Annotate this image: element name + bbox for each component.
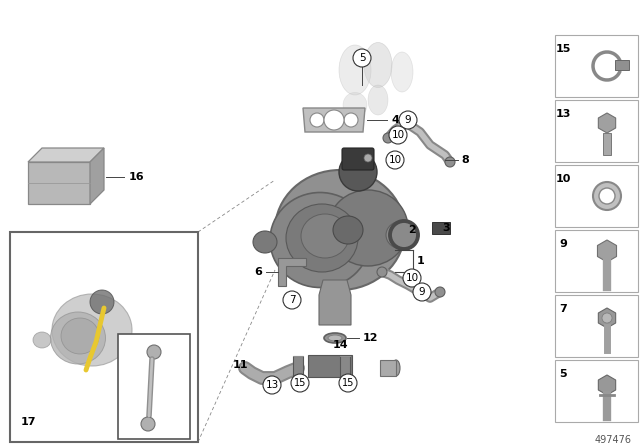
Text: 10: 10 xyxy=(392,130,404,140)
Ellipse shape xyxy=(392,360,400,376)
Ellipse shape xyxy=(339,153,377,191)
Text: 15: 15 xyxy=(294,378,306,388)
Circle shape xyxy=(399,111,417,129)
Text: 13: 13 xyxy=(266,380,278,390)
Bar xyxy=(432,222,450,234)
Bar xyxy=(555,230,638,292)
Text: 10: 10 xyxy=(405,273,419,283)
Text: 9: 9 xyxy=(559,239,567,249)
Text: 11: 11 xyxy=(232,360,248,370)
Circle shape xyxy=(435,287,445,297)
Text: 3: 3 xyxy=(442,223,450,233)
Circle shape xyxy=(339,374,357,392)
FancyBboxPatch shape xyxy=(342,148,374,170)
Ellipse shape xyxy=(339,45,371,95)
Text: 16: 16 xyxy=(128,172,144,182)
Text: 15: 15 xyxy=(556,44,571,54)
Bar xyxy=(615,60,629,70)
Bar xyxy=(555,360,638,422)
Ellipse shape xyxy=(275,170,405,290)
Text: 9: 9 xyxy=(419,287,426,297)
Circle shape xyxy=(386,151,404,169)
Ellipse shape xyxy=(270,193,370,288)
Circle shape xyxy=(263,376,281,394)
Text: 9: 9 xyxy=(404,115,412,125)
Ellipse shape xyxy=(333,216,363,244)
Text: 497476: 497476 xyxy=(595,435,632,445)
Circle shape xyxy=(310,113,324,127)
Circle shape xyxy=(445,157,455,167)
Ellipse shape xyxy=(386,221,418,249)
Text: 5: 5 xyxy=(559,369,567,379)
Circle shape xyxy=(291,374,309,392)
Circle shape xyxy=(283,291,301,309)
Bar xyxy=(340,356,350,380)
Ellipse shape xyxy=(52,294,132,366)
Ellipse shape xyxy=(253,231,277,253)
Circle shape xyxy=(147,345,161,359)
Ellipse shape xyxy=(90,290,114,314)
Circle shape xyxy=(364,154,372,162)
Bar xyxy=(118,334,190,439)
Text: 15: 15 xyxy=(342,378,354,388)
Text: 6: 6 xyxy=(254,267,262,277)
Circle shape xyxy=(353,49,371,67)
Ellipse shape xyxy=(368,85,388,115)
Circle shape xyxy=(403,269,421,287)
Circle shape xyxy=(383,133,393,143)
Bar xyxy=(380,360,396,376)
Circle shape xyxy=(599,188,615,204)
Text: 5: 5 xyxy=(358,53,365,63)
Circle shape xyxy=(413,283,431,301)
Ellipse shape xyxy=(328,190,408,266)
Circle shape xyxy=(377,267,387,277)
Text: 1: 1 xyxy=(417,256,425,266)
Bar xyxy=(555,35,638,97)
Text: 8: 8 xyxy=(461,155,469,165)
Text: 7: 7 xyxy=(559,304,567,314)
Bar xyxy=(603,133,611,155)
Polygon shape xyxy=(28,148,104,162)
Circle shape xyxy=(389,126,407,144)
Text: 12: 12 xyxy=(362,333,378,343)
Ellipse shape xyxy=(391,52,413,92)
Ellipse shape xyxy=(328,335,342,341)
Text: 10: 10 xyxy=(556,174,571,184)
Text: 10: 10 xyxy=(388,155,401,165)
Circle shape xyxy=(324,110,344,130)
Ellipse shape xyxy=(364,43,392,87)
Text: 2: 2 xyxy=(408,225,416,235)
Polygon shape xyxy=(319,280,351,325)
Ellipse shape xyxy=(33,332,51,348)
Bar xyxy=(308,355,352,377)
Text: 17: 17 xyxy=(20,417,36,427)
Bar xyxy=(555,165,638,227)
Text: 13: 13 xyxy=(556,109,571,119)
Ellipse shape xyxy=(61,318,99,354)
Circle shape xyxy=(141,417,155,431)
Text: 14: 14 xyxy=(332,340,348,350)
Ellipse shape xyxy=(324,333,346,343)
Ellipse shape xyxy=(301,214,349,258)
Ellipse shape xyxy=(51,312,106,364)
Polygon shape xyxy=(28,162,90,204)
Polygon shape xyxy=(278,258,306,286)
Bar xyxy=(555,100,638,162)
Text: 4: 4 xyxy=(391,115,399,125)
Polygon shape xyxy=(303,108,365,132)
Bar xyxy=(555,295,638,357)
Bar xyxy=(293,356,303,380)
Polygon shape xyxy=(90,148,104,204)
Circle shape xyxy=(593,182,621,210)
Circle shape xyxy=(344,113,358,127)
Text: 7: 7 xyxy=(289,295,295,305)
Ellipse shape xyxy=(343,92,367,117)
Circle shape xyxy=(602,313,612,323)
Ellipse shape xyxy=(286,204,358,272)
Bar xyxy=(10,232,198,442)
